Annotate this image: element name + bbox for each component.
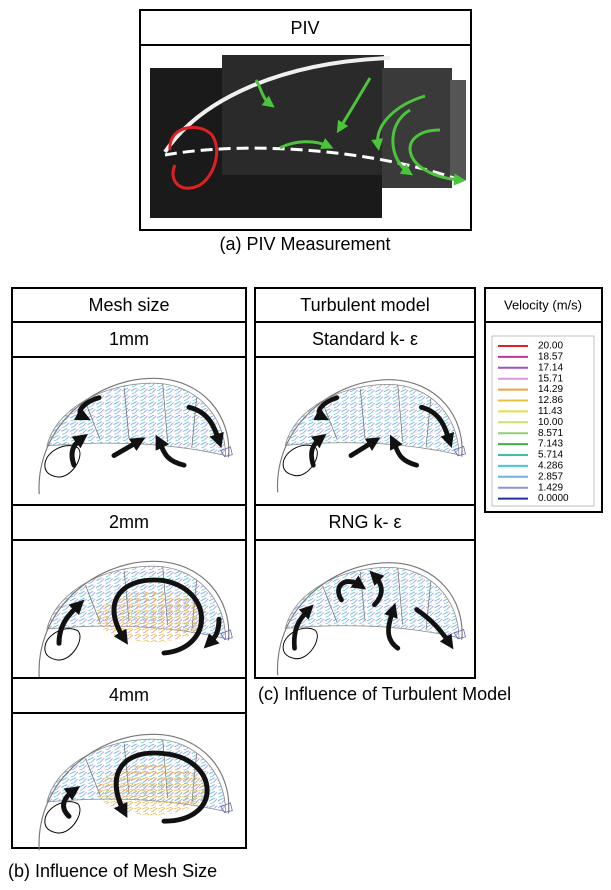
legend-label: 1.429	[538, 482, 563, 493]
legend-label: 7.143	[538, 439, 563, 450]
legend-title: Velocity (m/s)	[504, 297, 582, 312]
dome	[277, 380, 465, 493]
simulation-image	[39, 561, 232, 677]
panel-a-caption: (a) PIV Measurement	[219, 234, 390, 254]
row-label: Standard k- ε	[312, 329, 418, 349]
page: Figure {"panel_a": {"header": "PIV", "ca…	[0, 0, 611, 890]
panel-a: PIV (a) PIV Measurement	[140, 10, 471, 254]
legend-label: 8.571	[538, 428, 563, 439]
simulation-image	[277, 563, 465, 676]
legend-label: 5.714	[538, 450, 563, 461]
panel-b: Mesh size 1mm 2mm 4mm (b) Influence of Mes…	[8, 288, 246, 881]
legend-label: 2.857	[538, 471, 563, 482]
simulation-image	[277, 380, 465, 493]
legend-label: 15.71	[538, 373, 563, 384]
row-label: 2mm	[109, 512, 149, 532]
row-label: 1mm	[109, 329, 149, 349]
panel-b-header: Mesh size	[88, 295, 169, 315]
simulation-image	[39, 734, 232, 850]
panel-c-rows: Standard k- ε RNG k- ε	[255, 322, 475, 675]
body: PIV (a) PIV Measurement Mesh size 1mm 2mm…	[0, 0, 611, 890]
legend-label: 18.57	[538, 352, 563, 363]
dome	[39, 378, 232, 494]
row-label: RNG k- ε	[328, 512, 401, 532]
row-label: 4mm	[109, 685, 149, 705]
dome	[277, 563, 465, 676]
panel-c: Turbulent model Standard k- ε RNG k- ε (c…	[255, 288, 511, 704]
legend-label: 10.00	[538, 417, 563, 428]
high-velocity-region	[97, 765, 207, 815]
legend-label: 20.00	[538, 341, 563, 352]
panel-c-header: Turbulent model	[300, 295, 429, 315]
piv-image	[150, 55, 466, 218]
figure: PIV (a) PIV Measurement Mesh size 1mm 2mm…	[0, 0, 611, 885]
panel-b-caption: (b) Influence of Mesh Size	[8, 861, 217, 881]
legend: Velocity (m/s) 20.0018.5717.1415.7114.29…	[485, 288, 602, 512]
legend-label: 0.0000	[538, 493, 569, 504]
legend-label: 14.29	[538, 384, 563, 395]
legend-label: 12.86	[538, 395, 563, 406]
panel-b-rows: 1mm 2mm 4mm	[12, 322, 246, 850]
legend-label: 4.286	[538, 461, 563, 472]
panel-c-caption: (c) Influence of Turbulent Model	[258, 684, 511, 704]
legend-label: 11.43	[538, 406, 563, 417]
legend-label: 17.14	[538, 362, 563, 373]
simulation-image	[39, 378, 232, 494]
panel-a-header: PIV	[290, 18, 319, 38]
